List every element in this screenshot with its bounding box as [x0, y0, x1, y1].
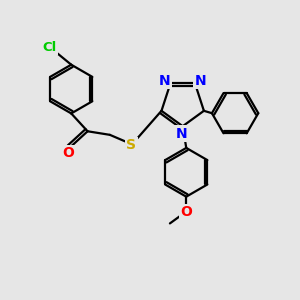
Text: O: O: [180, 205, 192, 219]
Text: O: O: [62, 146, 74, 160]
Text: N: N: [159, 74, 171, 88]
Text: Cl: Cl: [43, 41, 57, 54]
Text: N: N: [176, 127, 187, 141]
Text: S: S: [126, 138, 136, 152]
Text: N: N: [195, 74, 206, 88]
